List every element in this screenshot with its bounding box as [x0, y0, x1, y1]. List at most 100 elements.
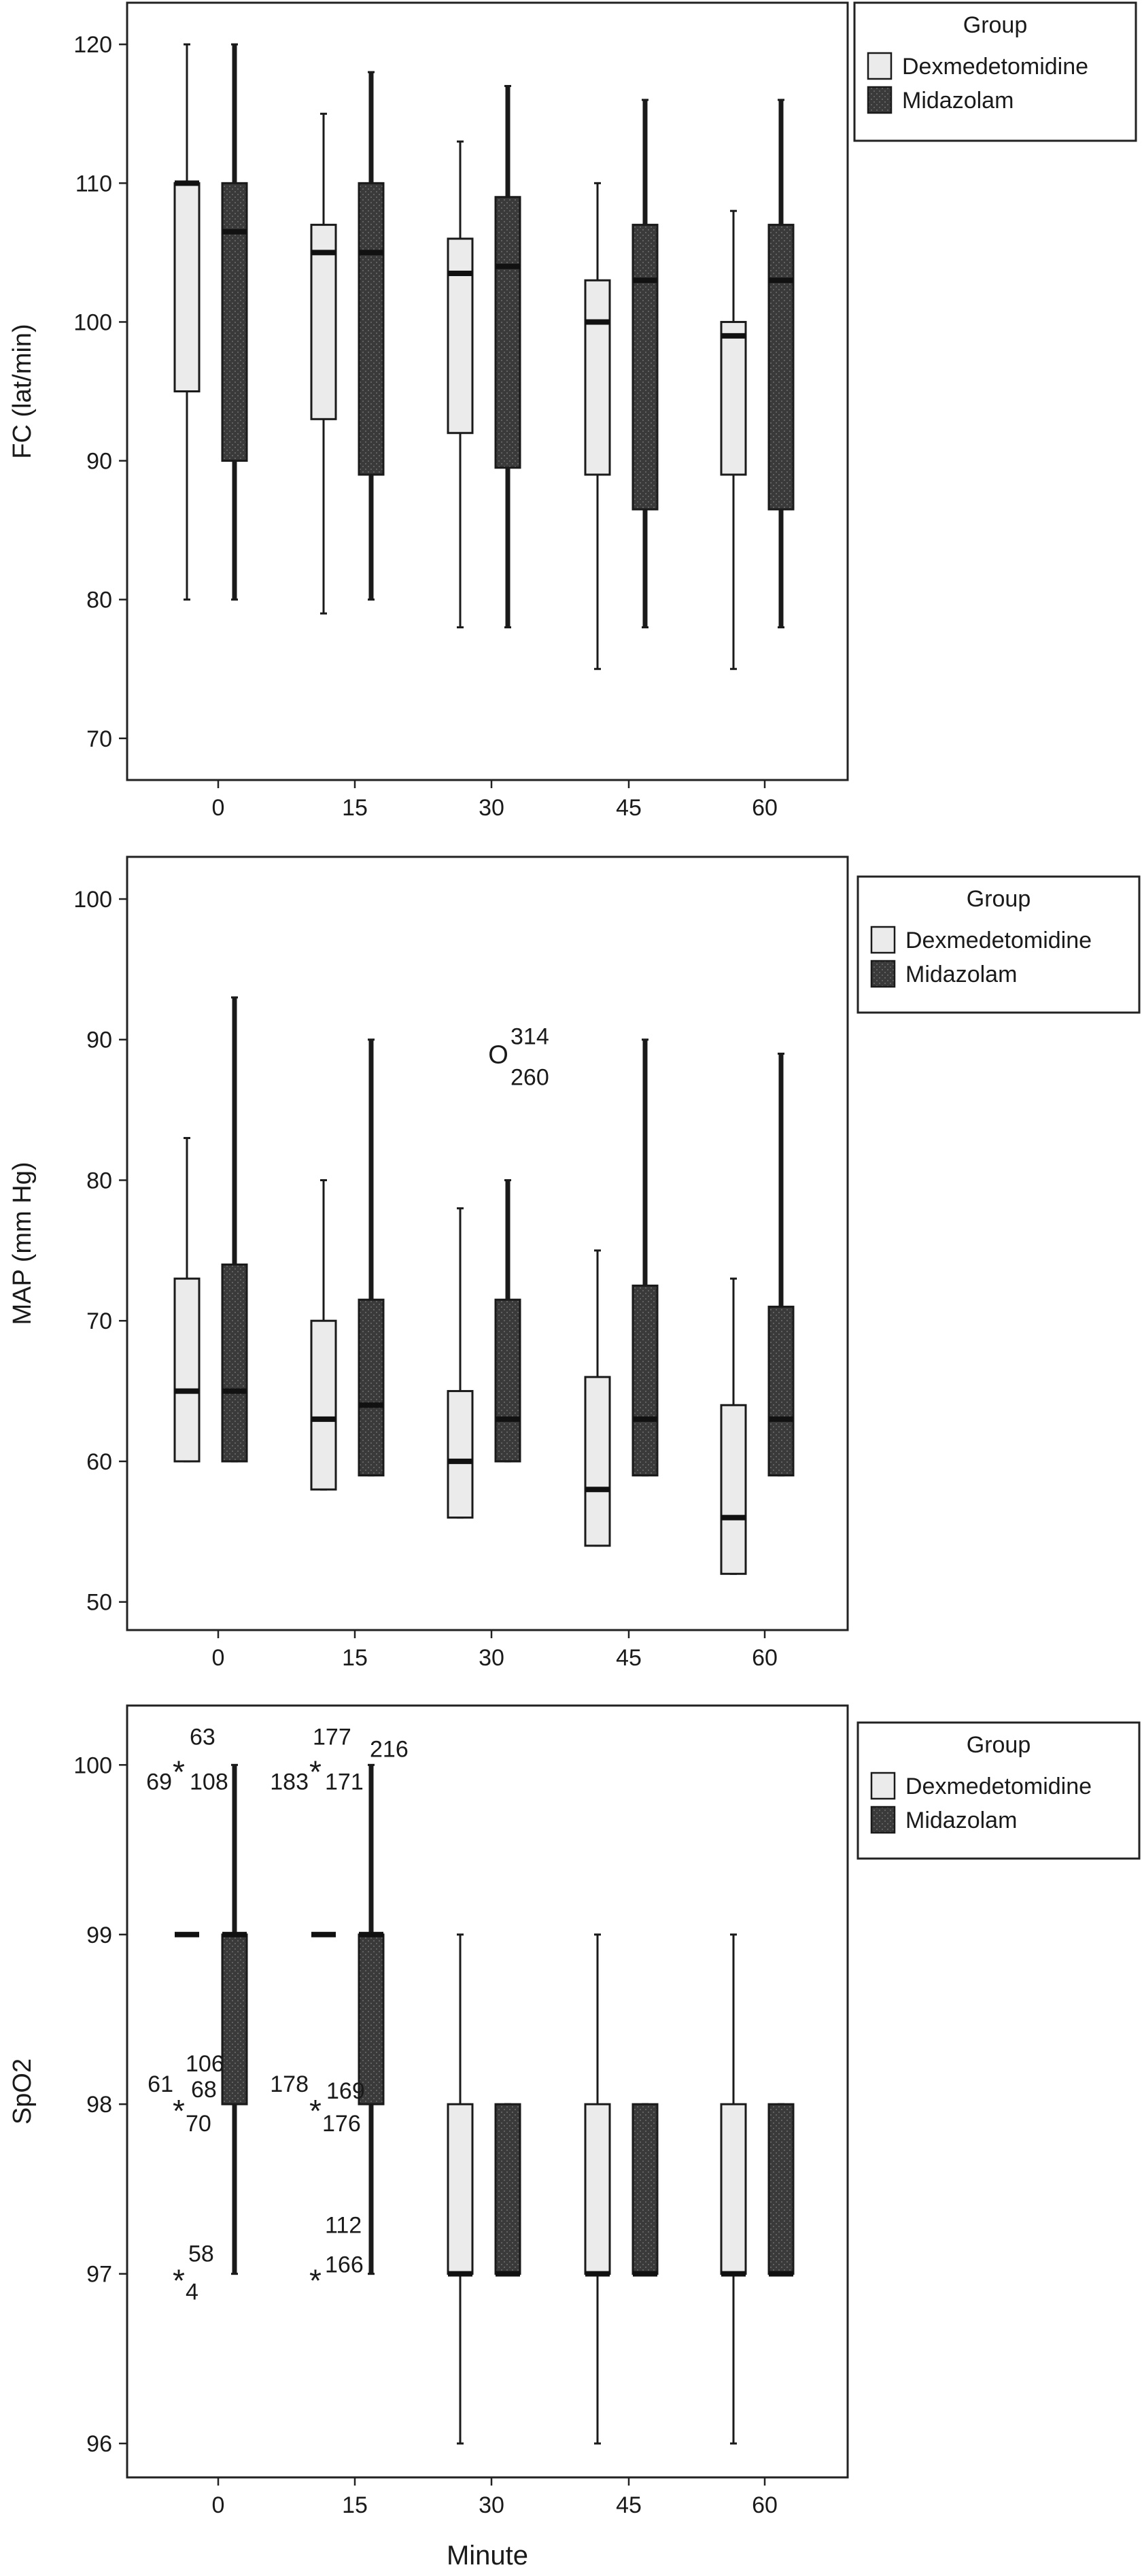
- box-iqr: [494, 1298, 521, 1463]
- y-axis-label: MAP (mm Hg): [8, 1162, 37, 1325]
- box-dexmedetomidine-60: [720, 1277, 747, 1575]
- box-dexmedetomidine-60: [720, 1933, 747, 2445]
- box-midazolam-0: [221, 996, 248, 1463]
- legend-entry: Midazolam: [902, 88, 1014, 114]
- box-midazolam-15: [358, 71, 385, 601]
- box-midazolam-30: [494, 1179, 521, 1463]
- outlier-group: *63 69 108: [146, 1724, 228, 1795]
- box-iqr: [584, 279, 611, 476]
- outlier-case-label: 61: [148, 2071, 173, 2097]
- outlier-marker: O: [488, 1040, 508, 1069]
- box-midazolam-60: [767, 2103, 795, 2277]
- outlier-case-label: 171: [325, 1769, 364, 1795]
- x-tick-label: 60: [752, 795, 778, 821]
- outlier-case-label: 70: [186, 2111, 211, 2137]
- box-midazolam-30: [494, 84, 521, 628]
- y-tick-label: 80: [86, 588, 112, 613]
- legend-swatch-midazolam: [867, 86, 893, 114]
- box-dexmedetomidine-30: [447, 140, 474, 628]
- box-iqr: [221, 1264, 248, 1463]
- x-tick-label: 15: [342, 2492, 368, 2518]
- x-tick-label: 15: [342, 1645, 368, 1671]
- outlier-marker: *: [173, 1754, 185, 1789]
- plot-frame: [126, 855, 849, 1631]
- plot-frame: [126, 1704, 849, 2479]
- box-iqr: [221, 1933, 248, 2105]
- y-tick-label: 100: [73, 309, 112, 335]
- charts-root: 70 80 90 100 110 120 0 15 30 45 60 FC (lat/min) Grou…: [8, 1, 1141, 2571]
- outlier-case-label: 178: [270, 2071, 309, 2097]
- box-iqr: [310, 1319, 337, 1491]
- box-dexmedetomidine-30: [447, 1207, 474, 1519]
- legend-entry: Midazolam: [905, 962, 1017, 987]
- box-iqr: [631, 2103, 659, 2275]
- legend-frame: [856, 1721, 1141, 1860]
- box-iqr: [767, 224, 795, 511]
- outlier-group: *58 4: [173, 2241, 214, 2305]
- box-midazolam-45: [631, 2103, 659, 2277]
- outlier-case-label: 112: [325, 2213, 362, 2239]
- box-iqr: [584, 1376, 611, 1547]
- outlier-case-label: 63: [190, 1724, 215, 1750]
- box-midazolam-60: [767, 99, 795, 628]
- legend: Group Dexmedetomidine Midazolam: [856, 1721, 1141, 1860]
- x-tick-label: 15: [342, 795, 368, 821]
- legend-title: Group: [963, 12, 1028, 38]
- outlier-marker: *: [173, 2263, 185, 2299]
- box-dexmedetomidine-45: [584, 1249, 611, 1547]
- x-tick-label: 30: [479, 2492, 504, 2518]
- x-tick-label: 0: [212, 795, 225, 821]
- box-iqr: [767, 1306, 795, 1477]
- x-tick-label: 45: [616, 795, 642, 821]
- box-iqr: [494, 196, 521, 469]
- box-midazolam-60: [767, 1052, 795, 1477]
- outlier-marker: *: [309, 1754, 322, 1789]
- x-tick-label: 30: [479, 1645, 504, 1671]
- box-dexmedetomidine-0: [173, 43, 201, 601]
- box-iqr: [447, 237, 474, 435]
- x-tick-label: 60: [752, 2492, 778, 2518]
- box-dexmedetomidine-15: [310, 112, 337, 615]
- box-iqr: [447, 2103, 474, 2275]
- legend-entry: Dexmedetomidine: [905, 928, 1092, 953]
- box-midazolam-0: [221, 1763, 248, 2275]
- outlier-case-label: 106: [186, 2051, 224, 2077]
- legend-entry: Midazolam: [905, 1808, 1017, 1833]
- box-dexmedetomidine-15: [310, 1179, 337, 1491]
- y-axis-label: SpO2: [8, 2058, 37, 2124]
- box-iqr: [358, 1933, 385, 2105]
- outlier-case-label: 169: [326, 2078, 365, 2104]
- y-tick-label: 110: [75, 171, 112, 197]
- y-tick-label: 100: [73, 887, 112, 913]
- y-tick-label: 90: [86, 1028, 112, 1053]
- box-iqr: [358, 1298, 385, 1477]
- y-tick-label: 70: [86, 1308, 112, 1334]
- outlier-case-label: 166: [325, 2252, 364, 2278]
- legend: Group Dexmedetomidine Midazolam: [853, 1, 1137, 142]
- legend: Group Dexmedetomidine Midazolam: [856, 875, 1141, 1014]
- box-iqr: [720, 320, 747, 476]
- x-tick-label: 60: [752, 1645, 778, 1671]
- outlier-group: * 177 216 183 171: [270, 1724, 408, 1795]
- outlier-case-label: 68: [191, 2077, 217, 2103]
- legend-title: Group: [967, 1732, 1031, 1758]
- chart-panel-1: 70 80 90 100 110 120 0 15 30 45 60 FC (lat/min) Grou…: [8, 1, 1137, 821]
- legend-swatch-dexmedetomidine: [867, 52, 893, 80]
- legend-entry: Dexmedetomidine: [905, 1774, 1092, 1799]
- y-tick-label: 80: [86, 1168, 112, 1193]
- box-iqr: [631, 224, 659, 511]
- outlier-case-label: 260: [511, 1064, 549, 1090]
- y-tick-label: 60: [86, 1449, 112, 1475]
- box-dexmedetomidine-45: [584, 1933, 611, 2445]
- y-tick-label: 50: [86, 1590, 112, 1616]
- box-dexmedetomidine-30: [447, 1933, 474, 2445]
- legend-entry: Dexmedetomidine: [902, 54, 1088, 80]
- box-dexmedetomidine-60: [720, 209, 747, 671]
- box-iqr: [358, 182, 385, 476]
- box-iqr: [221, 182, 248, 462]
- outlier-case-label: 176: [322, 2111, 361, 2137]
- legend-swatch-midazolam: [870, 1806, 896, 1834]
